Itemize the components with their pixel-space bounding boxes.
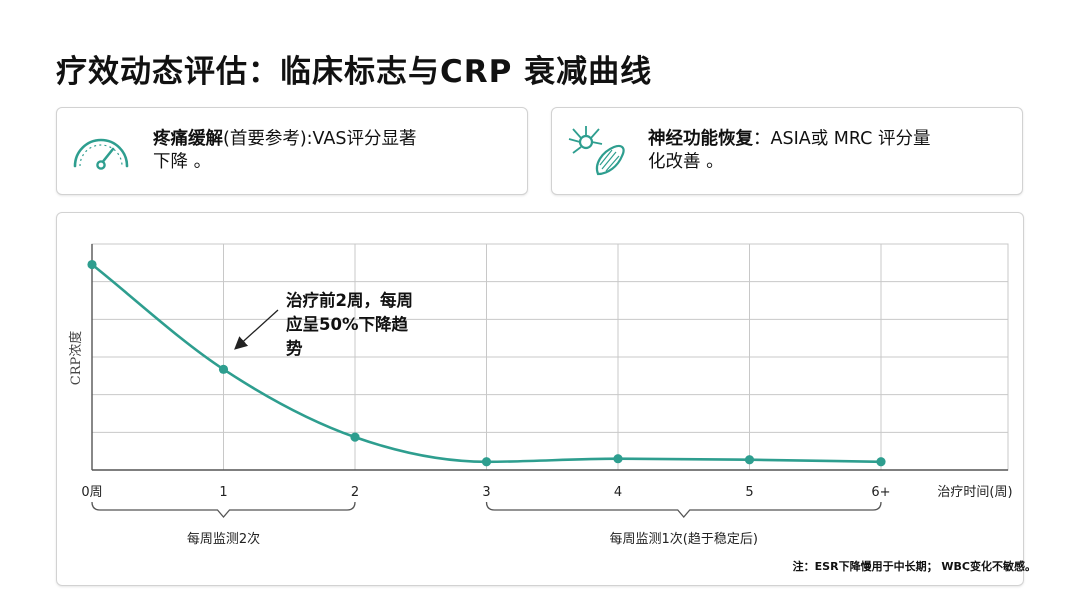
pain-relief-detail: (首要参考):VAS评分显著 bbox=[223, 129, 417, 149]
pain-relief-text: 疼痛缓解(首要参考):VAS评分显著 下降 。 bbox=[153, 128, 513, 174]
y-axis-label: CRP浓度 bbox=[68, 331, 84, 385]
x-tick-label: 1 bbox=[219, 485, 227, 500]
neuro-recovery-detail: ：ASIA或 MRC 评分量 bbox=[753, 129, 931, 149]
speedometer-icon bbox=[73, 138, 129, 170]
page-title: 疗效动态评估：临床标志与CRP 衰减曲线 bbox=[56, 54, 653, 90]
data-point bbox=[87, 259, 97, 270]
chart-panel bbox=[56, 212, 1024, 586]
x-tick-label: 0周 bbox=[81, 485, 102, 500]
monitoring-label: 每周监测1次(趋于稳定后) bbox=[610, 531, 758, 547]
neuro-recovery-detail-2: 化改善 。 bbox=[648, 152, 724, 172]
pain-relief-detail-2: 下降 。 bbox=[153, 152, 212, 172]
neuron-muscle-icon bbox=[568, 126, 625, 176]
crp-series-points bbox=[87, 259, 886, 467]
data-point bbox=[613, 454, 623, 464]
data-point bbox=[218, 364, 229, 374]
x-tick-labels: 0周 1 2 3 4 5 6+ bbox=[81, 485, 890, 500]
monitoring-bracket bbox=[485, 501, 882, 518]
data-point bbox=[350, 432, 360, 442]
annotation-arrow bbox=[234, 309, 279, 350]
x-tick-label: 2 bbox=[351, 485, 359, 500]
monitoring-brackets: 每周监测2次 每周监测1次(趋于稳定后) bbox=[91, 501, 882, 547]
neuro-recovery-card: 神经功能恢复：ASIA或 MRC 评分量 化改善 。 bbox=[551, 107, 1023, 195]
annotation-line: 势 bbox=[286, 338, 303, 358]
footer-note: 注：ESR下降慢用于中长期； WBC变化不敏感。 bbox=[793, 559, 1036, 573]
annotation-line: 应呈50%下降趋 bbox=[286, 314, 408, 334]
data-point bbox=[744, 455, 755, 465]
pain-relief-title: 疼痛缓解 bbox=[153, 129, 223, 149]
x-tick-label: 5 bbox=[745, 485, 753, 500]
monitoring-label: 每周监测2次 bbox=[187, 531, 260, 547]
x-axis-label: 治疗时间(周) bbox=[937, 485, 1012, 500]
x-tick-label: 3 bbox=[482, 485, 490, 500]
chart-grid bbox=[91, 243, 1009, 471]
neuro-recovery-title: 神经功能恢复 bbox=[648, 129, 753, 149]
annotation-line: 治疗前2周，每周 bbox=[286, 290, 413, 310]
data-point bbox=[481, 457, 492, 467]
monitoring-bracket bbox=[91, 501, 356, 518]
x-tick-label: 4 bbox=[614, 485, 622, 500]
pain-relief-card: 疼痛缓解(首要参考):VAS评分显著 下降 。 bbox=[56, 107, 528, 195]
neuro-recovery-text: 神经功能恢复：ASIA或 MRC 评分量 化改善 。 bbox=[648, 128, 1008, 174]
x-tick-label: 6+ bbox=[871, 485, 890, 500]
data-point bbox=[876, 457, 886, 467]
